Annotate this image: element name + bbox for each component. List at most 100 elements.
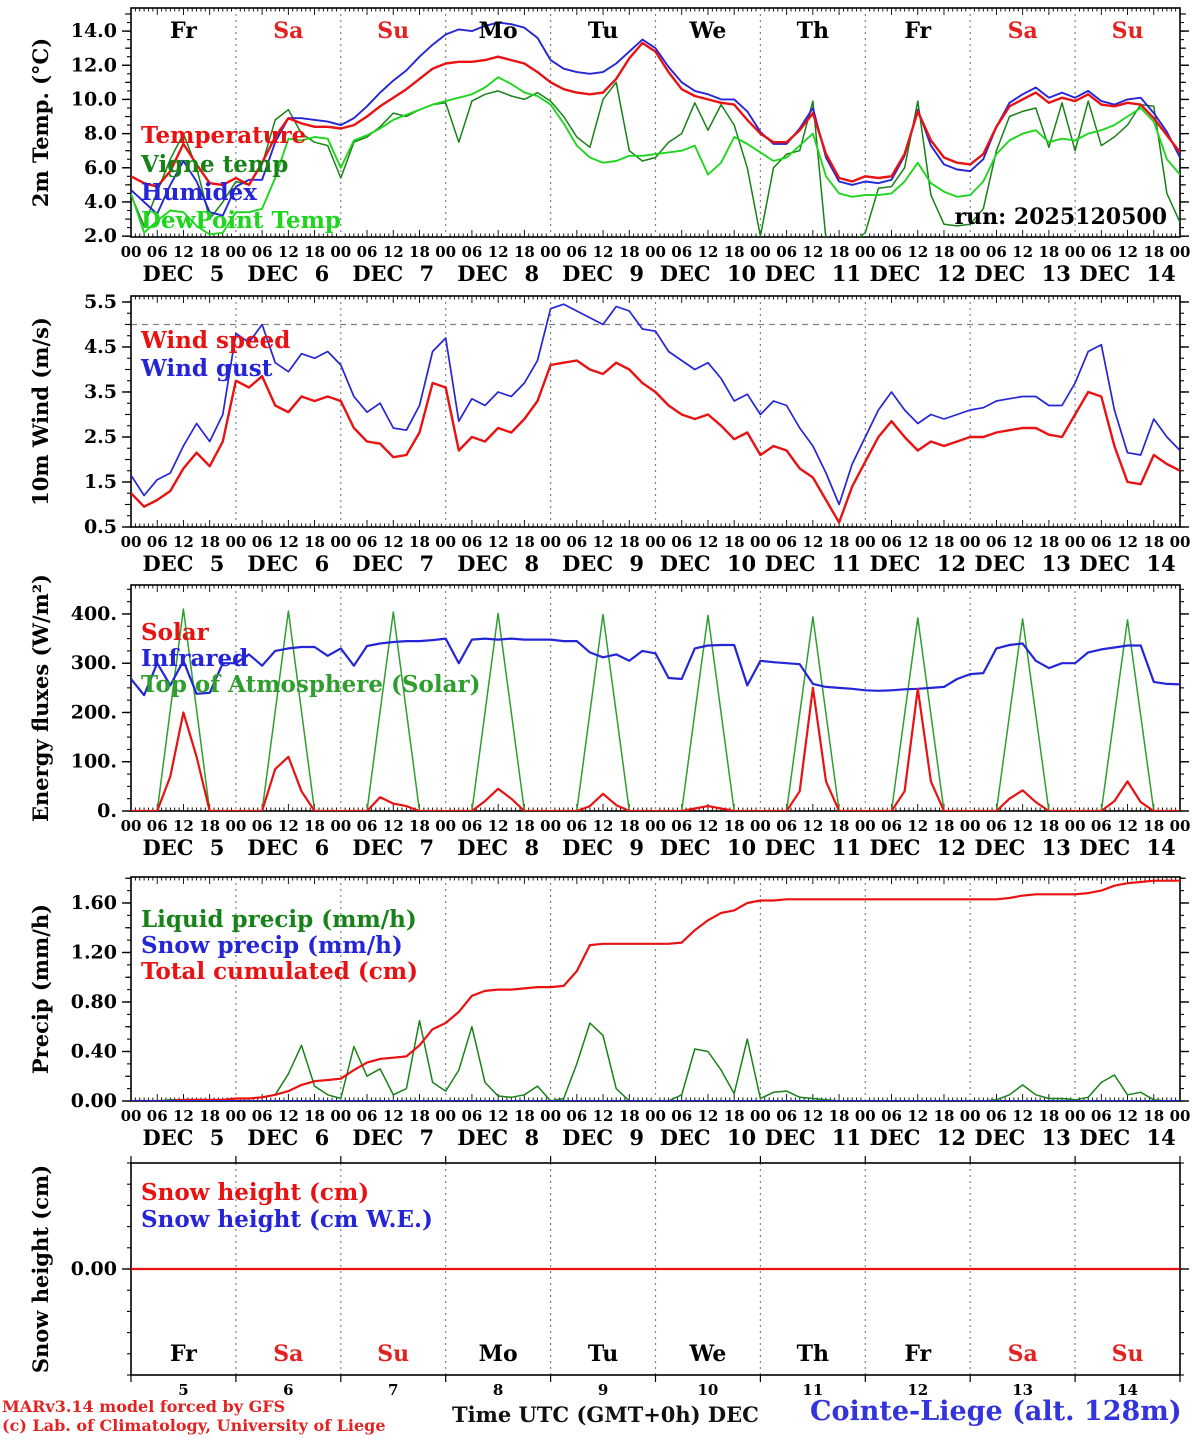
date-label: DEC 14 (1079, 1125, 1175, 1150)
legend-temperature-4: DewPoint Temp (141, 207, 341, 234)
hour-tick-label: 06 (147, 243, 168, 261)
hour-tick-label: 18 (1038, 817, 1059, 835)
hour-tick-label: 06 (986, 817, 1007, 835)
hour-tick-label: 12 (1117, 1107, 1138, 1125)
date-label: DEC 7 (352, 551, 434, 576)
hour-tick-label: 12 (278, 243, 299, 261)
hour-tick-label: 00 (330, 243, 351, 261)
y-tick-label: 1.60 (71, 892, 117, 914)
hour-tick-label: 12 (383, 243, 404, 261)
legend-temperature-3: Humidex (141, 179, 257, 206)
y-tick-label: 4.0 (84, 191, 117, 213)
legend-energy-1: Solar (141, 619, 210, 646)
hour-tick-label: 00 (435, 1107, 456, 1125)
legend-precip-2: Snow precip (mm/h) (141, 932, 403, 959)
legend-temperature-2: Vigne temp (140, 151, 288, 178)
series-line-wind-speed (131, 359, 1180, 524)
hour-tick-label: 06 (671, 243, 692, 261)
hour-tick-label: 18 (829, 1107, 850, 1125)
hour-tick-label: 18 (514, 817, 535, 835)
hour-tick-label: 00 (540, 533, 561, 551)
hour-tick-label: 06 (671, 533, 692, 551)
hour-tick-label: 12 (802, 1107, 823, 1125)
date-label: DEC 8 (457, 551, 539, 576)
hour-tick-label: 12 (1012, 533, 1033, 551)
date-label: DEC 5 (143, 835, 225, 860)
hour-tick-label: 00 (960, 533, 981, 551)
hour-tick-label: 00 (121, 533, 142, 551)
hour-tick-label: 00 (1065, 243, 1086, 261)
hour-tick-label: 12 (278, 533, 299, 551)
hour-tick-label: 06 (566, 817, 587, 835)
hour-tick-label: 12 (488, 1107, 509, 1125)
day-name-bottom: Su (1112, 1341, 1144, 1367)
time-axis-caption: Time UTC (GMT+0h) DEC (452, 1402, 759, 1427)
panel-energy: 0. 100. 200. 300. 400. Energy fluxes (W/m²) So… (28, 574, 1190, 860)
hour-tick-label: 06 (461, 243, 482, 261)
date-label: DEC 13 (974, 551, 1070, 576)
series-group-wind (131, 303, 1180, 524)
hour-tick-label: 18 (934, 1107, 955, 1125)
hour-tick-label: 00 (855, 1107, 876, 1125)
hour-tick-label: 18 (724, 243, 745, 261)
hour-tick-label: 18 (199, 243, 220, 261)
date-label: DEC 10 (660, 551, 756, 576)
legend-precip-1: Liquid precip (mm/h) (141, 906, 417, 933)
hour-tick-label: 06 (566, 243, 587, 261)
day-number-label: 9 (598, 1381, 608, 1399)
hour-tick-label: 00 (645, 1107, 666, 1125)
y-tick-label: 1.5 (84, 471, 117, 493)
y-tick-label: 5.5 (84, 291, 117, 313)
date-label: DEC 11 (765, 835, 861, 860)
hour-tick-label: 06 (881, 533, 902, 551)
y-axis-title-temperature: 2m Temp. (°C) (28, 38, 53, 207)
hour-tick-label: 12 (1117, 533, 1138, 551)
y-axis-title-wind: 10m Wind (m/s) (28, 317, 53, 506)
hour-tick-label: 12 (1117, 243, 1138, 261)
date-label: DEC 5 (143, 551, 225, 576)
hour-tick-label: 06 (252, 1107, 273, 1125)
day-name-top: Fr (904, 18, 931, 44)
series-line-total-cumulated-cm- (131, 879, 1180, 1101)
hour-tick-label: 06 (357, 243, 378, 261)
hour-tick-label: 06 (252, 817, 273, 835)
hour-tick-label: 12 (1012, 817, 1033, 835)
hour-tick-label: 18 (619, 1107, 640, 1125)
day-number-label: 13 (1012, 1381, 1033, 1399)
day-name-bottom: Mo (479, 1341, 518, 1367)
hour-tick-label: 00 (750, 533, 771, 551)
hour-tick-label: 00 (855, 817, 876, 835)
hour-tick-label: 00 (540, 243, 561, 261)
date-label: DEC 6 (247, 835, 329, 860)
y-axis-title-snow: Snow height (cm) (28, 1165, 53, 1373)
hour-tick-label: 12 (173, 533, 194, 551)
hour-tick-label: 18 (724, 533, 745, 551)
hour-tick-label: 06 (671, 817, 692, 835)
date-label: DEC 6 (247, 551, 329, 576)
hour-tick-label: 06 (566, 533, 587, 551)
legend-snow-1: Snow height (cm) (141, 1179, 369, 1206)
hour-tick-label: 00 (750, 1107, 771, 1125)
day-name-bottom: We (688, 1341, 726, 1367)
hour-tick-label: 06 (776, 1107, 797, 1125)
hour-tick-label: 18 (199, 1107, 220, 1125)
series-line-humidex (131, 21, 1180, 217)
hour-tick-label: 12 (488, 243, 509, 261)
hour-tick-label: 18 (1038, 243, 1059, 261)
date-label: DEC 13 (974, 835, 1070, 860)
date-label: DEC 13 (974, 1125, 1070, 1150)
hour-tick-label: 06 (776, 533, 797, 551)
hour-tick-label: 18 (934, 243, 955, 261)
hour-tick-label: 00 (330, 1107, 351, 1125)
date-label: DEC 14 (1079, 551, 1175, 576)
hour-tick-label: 18 (304, 1107, 325, 1125)
legend-wind-1: Wind speed (140, 327, 290, 354)
day-name-bottom: Th (797, 1341, 829, 1367)
hour-tick-label: 06 (881, 817, 902, 835)
hour-tick-label: 12 (1117, 817, 1138, 835)
hour-tick-label: 12 (488, 533, 509, 551)
day-number-label: 7 (388, 1381, 398, 1399)
date-label: DEC 11 (765, 1125, 861, 1150)
day-name-top: Su (1112, 18, 1144, 44)
hour-tick-label: 18 (304, 817, 325, 835)
